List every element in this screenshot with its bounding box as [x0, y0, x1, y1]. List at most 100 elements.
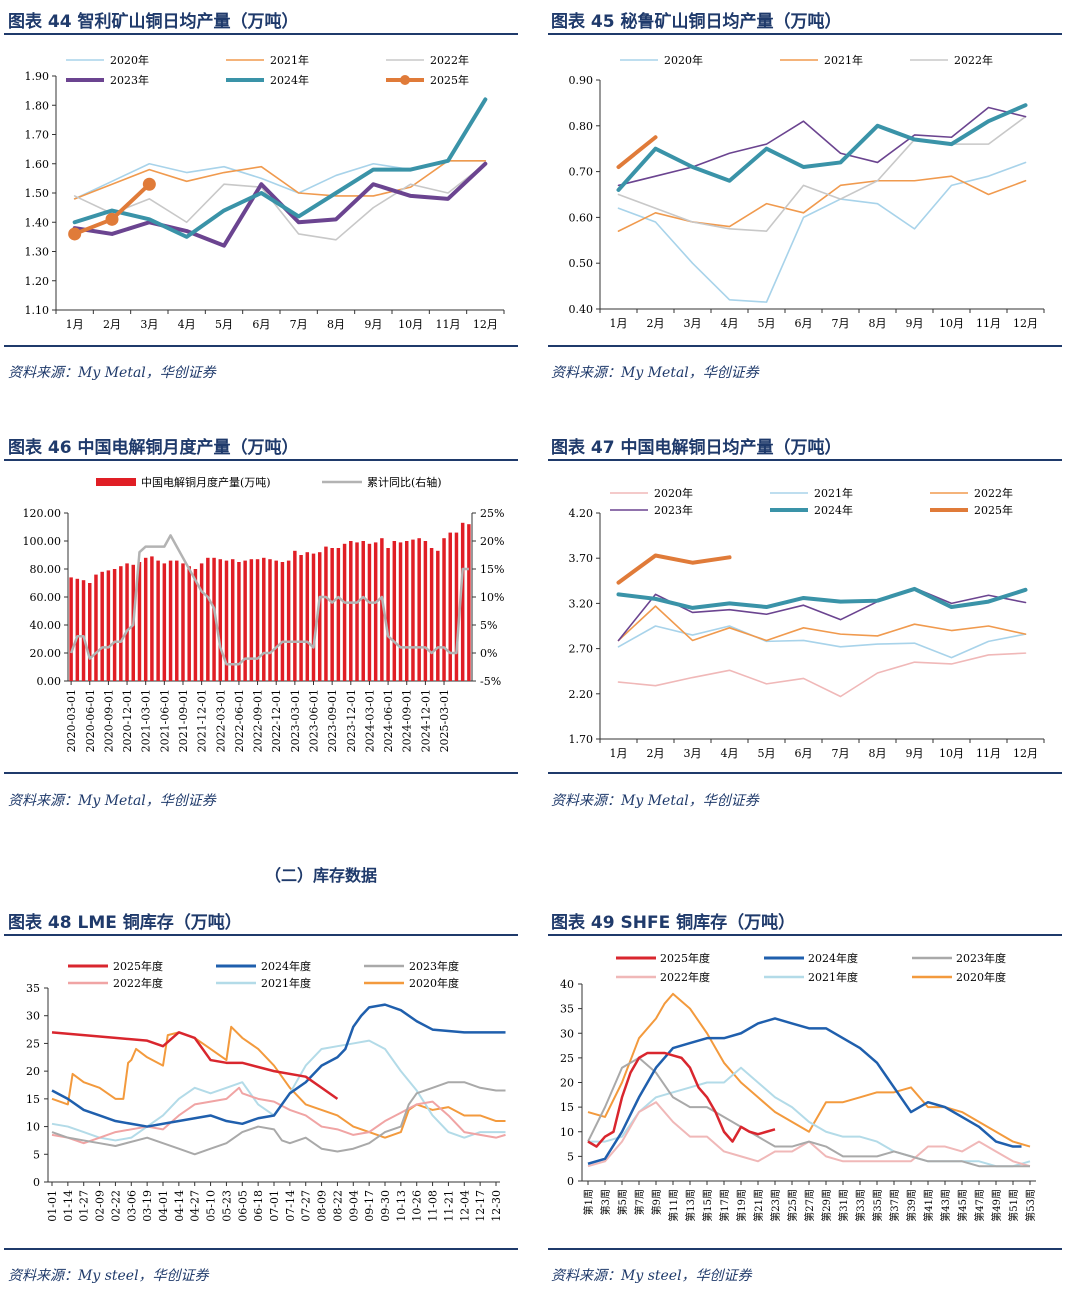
legend-label: 2020年 — [664, 53, 703, 67]
x-tick-label: 2月 — [647, 317, 665, 330]
bar — [336, 548, 341, 681]
series-line-2 — [73, 162, 487, 241]
y-tick-label: 20.00 — [30, 647, 62, 660]
x-tick-label: 7月 — [290, 318, 308, 331]
chart-46-bottom-rule — [4, 772, 518, 774]
x-tick-label: 第27周 — [803, 1189, 816, 1222]
y-tick-label: 60.00 — [30, 591, 62, 604]
y-tick-label: 5 — [567, 1150, 574, 1163]
x-tick-label: 03-19 — [141, 1190, 154, 1222]
x-tick-label: 4月 — [721, 747, 739, 760]
bar — [373, 542, 378, 681]
x-tick-label: 2021-09-01 — [177, 689, 190, 752]
bar — [162, 563, 167, 681]
legend-label: 2022年 — [954, 53, 993, 67]
x-tick-label: 第31周 — [837, 1189, 850, 1222]
x-tick-label: 2020-09-01 — [102, 689, 115, 752]
bar — [274, 560, 278, 681]
bar — [100, 571, 104, 681]
y-tick-label: 1.40 — [25, 216, 50, 229]
chart-49-bottom-rule — [548, 1248, 1062, 1250]
x-tick-label: 05-23 — [220, 1190, 233, 1222]
bar — [324, 546, 328, 681]
x-tick-label: 10月 — [398, 318, 423, 331]
x-tick-label: 5月 — [758, 747, 776, 760]
x-tick-label: 9月 — [906, 317, 924, 330]
x-tick-label: 2024-09-01 — [401, 689, 414, 752]
y-tick-label: 1.90 — [25, 70, 50, 83]
bar — [206, 557, 210, 681]
x-tick-label: 11月 — [976, 317, 1001, 330]
y-tick-label: 20 — [560, 1077, 574, 1090]
bar — [181, 563, 185, 681]
bar — [249, 559, 254, 681]
y2-tick-label: 5% — [480, 619, 497, 632]
x-tick-label: 3月 — [140, 318, 158, 331]
x-tick-label: 12-30 — [490, 1190, 503, 1222]
y-tick-label: 1.30 — [25, 246, 50, 259]
x-tick-label: 02-22 — [109, 1190, 122, 1222]
x-tick-label: 2023-12-01 — [345, 689, 358, 752]
x-tick-label: 2021-03-01 — [140, 689, 153, 752]
y-tick-label: 15 — [26, 1093, 40, 1106]
series-line-4 — [72, 97, 488, 239]
series-line-2 — [617, 605, 1027, 642]
chart-48-title: 图表 48 LME 铜库存（万吨） — [8, 913, 242, 933]
y2-tick-label: 20% — [480, 535, 504, 548]
x-tick-label: 2月 — [103, 318, 121, 331]
bar — [175, 560, 179, 681]
bar — [262, 557, 266, 681]
x-tick-label: 6月 — [795, 317, 813, 330]
bar — [81, 580, 86, 681]
bar — [75, 578, 80, 681]
x-tick-label: 01-01 — [46, 1190, 59, 1222]
x-tick-label: 3月 — [684, 747, 702, 760]
chart-45: 0.40 0.50 0.60 0.70 0.80 0.90 1月 2月 3月 4月 5月 6月 7月 8月… — [569, 53, 1045, 330]
bar — [125, 563, 129, 681]
y-tick-label: 0.60 — [569, 211, 594, 224]
x-tick-label: 04-14 — [173, 1190, 186, 1222]
chart-44-source: 资料来源：My Metal，华创证券 — [8, 365, 216, 381]
legend-label: 2021年度 — [808, 970, 858, 984]
y-tick-label: 4.20 — [569, 507, 594, 520]
series-line — [51, 1031, 339, 1100]
legend-label: 2024年度 — [261, 959, 311, 973]
bar — [299, 555, 303, 681]
x-tick-label: 第53周 — [1024, 1189, 1037, 1222]
series-line-0 — [617, 652, 1027, 698]
x-tick-label: 09-30 — [379, 1190, 392, 1222]
x-tick-label: 11月 — [436, 318, 461, 331]
x-tick-label: 6月 — [795, 747, 813, 760]
legend-label: 累计同比(右轴) — [367, 475, 442, 489]
bar — [342, 543, 347, 681]
y-tick-label: 35 — [560, 1003, 574, 1016]
y-tick-label: 1.70 — [25, 129, 50, 142]
y-tick-label: 2.70 — [569, 643, 594, 656]
series-line-2 — [617, 115, 1027, 232]
chart-44-bottom-rule — [4, 345, 518, 347]
x-tick-label: 06-18 — [252, 1190, 265, 1222]
x-tick-label: 09-17 — [363, 1190, 376, 1222]
x-tick-label: 04-01 — [157, 1190, 170, 1222]
bar — [193, 569, 198, 681]
bar — [392, 541, 397, 681]
bar — [243, 560, 247, 681]
bar — [268, 559, 272, 681]
legend-label: 2021年 — [270, 53, 309, 67]
x-tick-label: 1月 — [610, 747, 628, 760]
x-tick-label: 第29周 — [820, 1189, 833, 1222]
chart-46-top-rule — [4, 459, 518, 461]
y-tick-label: 2.20 — [569, 688, 594, 701]
y-tick-label: 5 — [33, 1148, 40, 1161]
x-tick-label: 9月 — [364, 318, 382, 331]
legend-label: 2024年 — [814, 503, 853, 517]
x-tick-label: 08-22 — [331, 1190, 344, 1222]
bar — [305, 552, 310, 681]
x-tick-label: 第49周 — [990, 1189, 1003, 1222]
x-tick-label: 第7周 — [633, 1189, 646, 1215]
bar — [168, 560, 173, 681]
bar — [311, 553, 316, 681]
x-tick-label: 4月 — [178, 318, 196, 331]
bar — [237, 562, 241, 681]
series-line-0 — [617, 161, 1027, 303]
